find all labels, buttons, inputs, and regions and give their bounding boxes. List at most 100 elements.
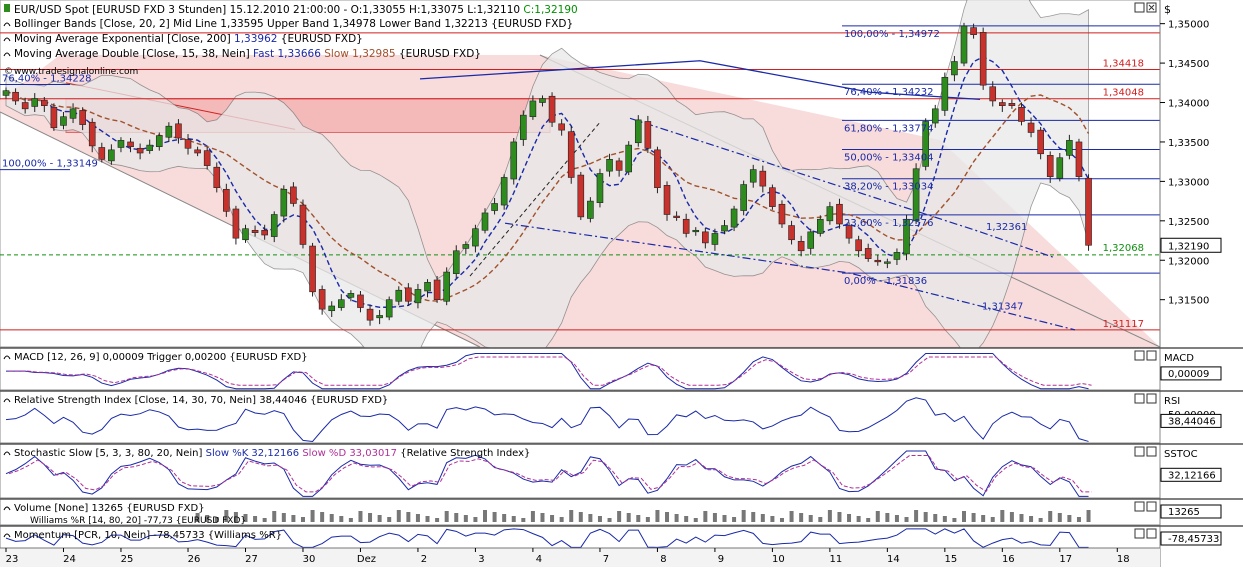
volume-bar [655,510,660,522]
maximize-pane-button[interactable] [1134,350,1145,361]
candle [165,122,173,142]
candle-body [424,282,431,292]
svg-text:Moving Average Double [Close,: Moving Average Double [Close, 15, 38, Ne… [14,48,481,60]
candle-body [702,231,709,244]
candle [587,197,594,223]
candle [855,235,862,258]
candle [529,95,537,120]
candle [826,201,834,225]
volume-bar [779,518,784,522]
candle [548,92,556,127]
maximize-pane-button[interactable] [1134,446,1145,457]
volume-bar [224,510,229,522]
pane-legend-secondary: Williams %R [14, 80, 20] -77,73 {EURUSD … [30,516,246,526]
candle [337,294,345,311]
candle-icon [4,4,10,12]
candle-body [855,239,862,252]
price-axis[interactable] [1160,0,1243,567]
volume-bar [559,517,564,522]
currency-symbol: $ [1164,3,1171,16]
legend-part: Slow %K 32,12166 [206,448,300,459]
close-pane-button[interactable] [1146,350,1157,361]
candle-body [577,174,585,218]
x-tick-label: 15 [944,554,957,565]
volume-bar [444,511,449,522]
maximize-pane-button[interactable] [1134,528,1145,539]
candle [328,301,336,318]
candle [69,103,77,124]
close-pane-button[interactable] [1146,501,1157,512]
candle-body [711,233,719,245]
volume-bar [415,514,420,522]
candle-body [826,206,834,222]
close-pane-button[interactable] [1146,393,1157,404]
candle [385,296,393,321]
volume-bar [751,512,756,522]
candle-body [500,177,508,206]
volume-bar [712,513,717,522]
candle [184,134,192,155]
pane-legend: Volume [None] 13265 {EURUSD FXD} [14,503,205,514]
candle [242,224,249,243]
volume-bar [770,516,775,522]
candle-body [366,308,374,321]
candle [931,104,939,128]
volume-bar [981,515,986,522]
time-axis[interactable] [0,548,1160,567]
candle-body [922,121,929,167]
volume-bar [530,511,535,522]
candle-body [807,231,815,249]
candle-body [749,169,757,183]
fib-level-label: 0,00% - 1,31836 [844,276,927,287]
ema200-line [419,60,981,101]
candle-body [155,135,163,147]
maximize-pane-button[interactable] [1134,2,1145,13]
close-pane-button[interactable] [1146,446,1157,457]
candle-body [816,218,824,234]
close-pane-button[interactable] [1146,528,1157,539]
candle-body [1056,157,1064,179]
price-pane-controls[interactable] [1134,2,1157,13]
maximize-pane-button[interactable] [1134,393,1145,404]
candle [912,163,920,224]
candle-body [280,188,288,217]
volume-bar [358,511,363,522]
candle-body [654,149,661,188]
volume-pane: Volume [None] 13265 {EURUSD FXD} Williams… [0,498,1243,526]
candle [41,97,48,112]
volume-bar [684,516,689,522]
candle-body [213,166,221,188]
candle [788,220,795,245]
header-line-1: Bollinger Bands [Close, 20, 2] Mid Line … [3,18,573,30]
fib-level-label: 23,60% - 1,32576 [844,218,933,229]
candle-body [539,98,546,103]
volume-bar [569,510,574,522]
volume-bar [597,516,602,522]
candle [347,290,355,302]
candle [357,291,364,313]
volume-bar [281,513,286,522]
volume-bar [693,518,698,522]
y-tick-label: 1,33500 [1168,138,1209,149]
candle [606,153,613,177]
x-tick-label: 2 [421,554,427,565]
y-tick-label: 1,31500 [1168,296,1209,307]
volume-bar [406,512,411,522]
candle-body [347,293,355,298]
candle [395,286,403,306]
pane-background [0,347,1161,391]
candle-body [912,168,920,222]
candle-body [548,95,556,123]
candle [309,242,316,297]
candle-body [309,245,316,293]
maximize-pane-button[interactable] [1134,501,1145,512]
candle-body [845,225,853,239]
copyright-icon: © [4,67,13,77]
candle-body [529,100,537,118]
volume-bar [837,512,842,522]
candle-body [931,108,939,124]
candle [654,146,661,194]
candle-body [41,99,48,106]
